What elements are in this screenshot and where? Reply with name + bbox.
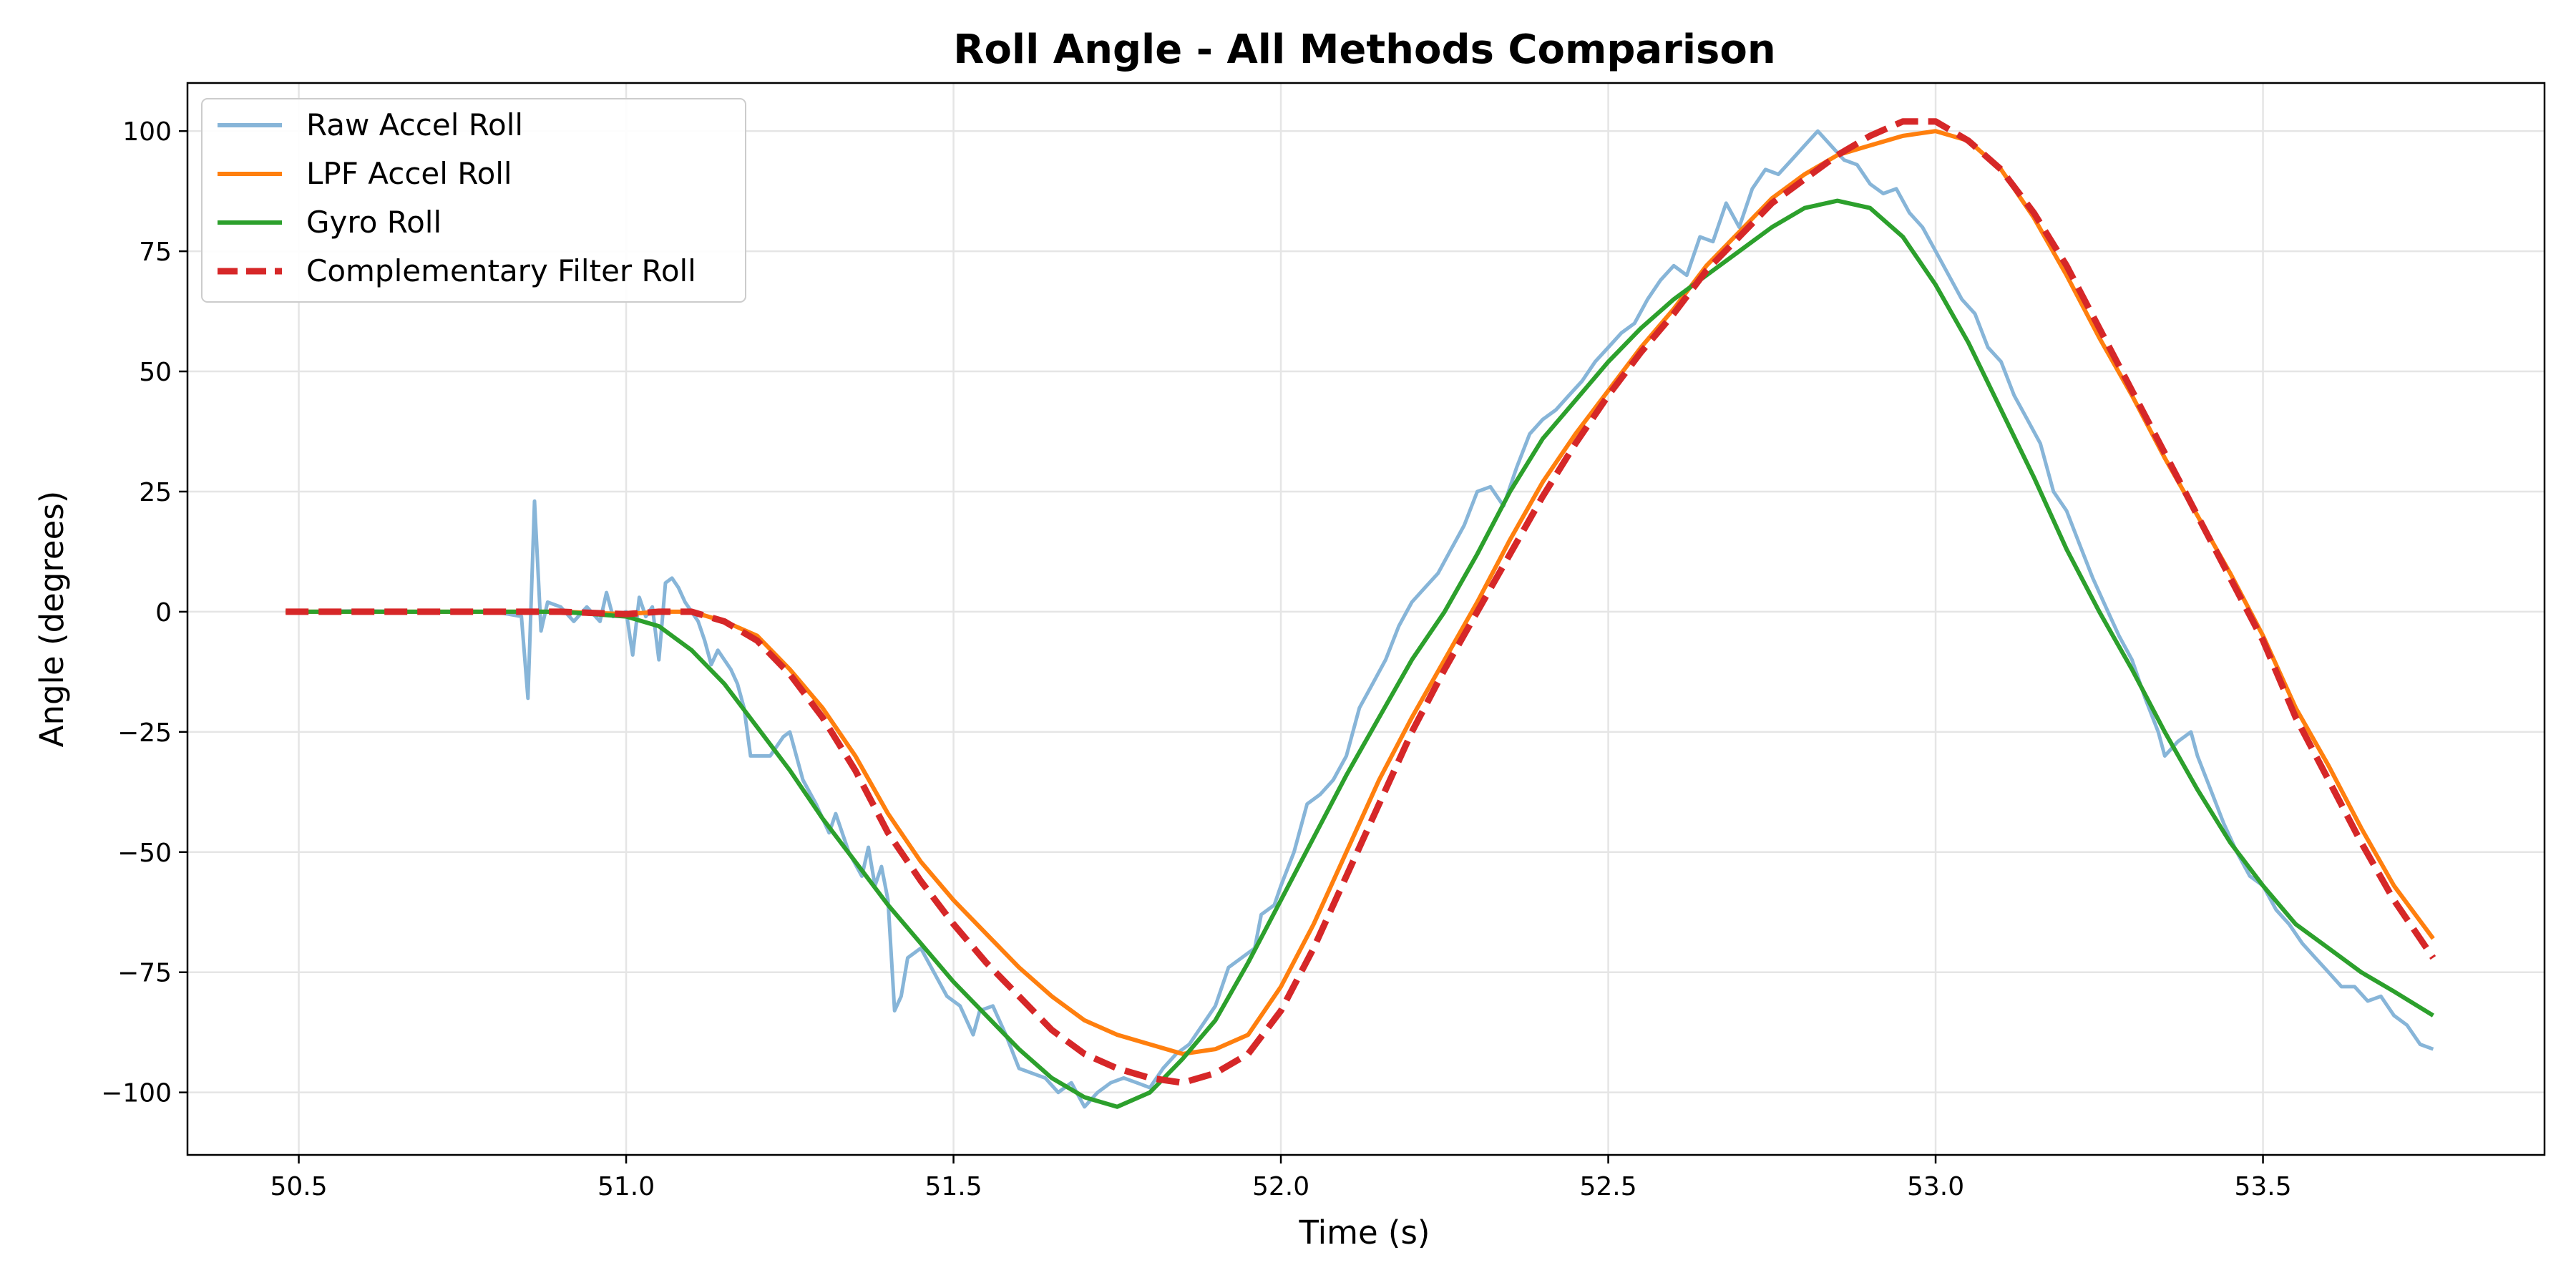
y-tick-label: 75 — [139, 238, 172, 267]
x-tick-label: 52.0 — [1252, 1172, 1309, 1201]
y-tick-label: −25 — [117, 718, 172, 748]
plot-frame — [186, 82, 2546, 1156]
y-tick-label: 25 — [139, 478, 172, 507]
x-tick-label: 51.5 — [924, 1172, 982, 1201]
y-tick-label: −50 — [117, 839, 172, 868]
y-tick-label: 50 — [139, 358, 172, 387]
x-tick-label: 52.5 — [1579, 1172, 1636, 1201]
legend-label: Gyro Roll — [306, 205, 441, 240]
x-axis-label: Time (s) — [1299, 1214, 1430, 1252]
x-tick-label: 51.0 — [597, 1172, 655, 1201]
legend-label: Complementary Filter Roll — [306, 253, 696, 288]
y-axis-ticks: 100 75 50 25 0 −25 −50 −75 −100 — [101, 117, 187, 1108]
y-tick-label: 100 — [122, 117, 172, 147]
chart-title: Roll Angle - All Methods Comparison — [953, 26, 1775, 73]
legend: Raw Accel Roll LPF Accel Roll Gyro Roll Com… — [201, 98, 746, 303]
y-tick-label: −75 — [117, 959, 172, 988]
legend-box — [201, 98, 746, 303]
series-line-lpf-accel-roll — [286, 129, 2435, 1056]
y-tick-label: −100 — [101, 1079, 172, 1108]
x-axis-ticks: 50.5 51.0 51.5 52.0 52.5 53.0 53.5 — [270, 1155, 2292, 1201]
x-tick-label: 53.5 — [2234, 1172, 2291, 1201]
x-tick-label: 50.5 — [270, 1172, 327, 1201]
y-axis-label: Angle (degrees) — [33, 491, 71, 748]
y-tick-label: 0 — [155, 598, 172, 628]
series-line-gyro-roll — [286, 198, 2434, 1109]
series-line-complementary-filter-roll — [286, 118, 2436, 1086]
series-line-raw-accel-roll — [286, 129, 2434, 1109]
legend-label: LPF Accel Roll — [306, 156, 512, 191]
series-layer — [286, 118, 2436, 1109]
legend-label: Raw Accel Roll — [306, 107, 523, 142]
x-tick-label: 53.0 — [1907, 1172, 1964, 1201]
